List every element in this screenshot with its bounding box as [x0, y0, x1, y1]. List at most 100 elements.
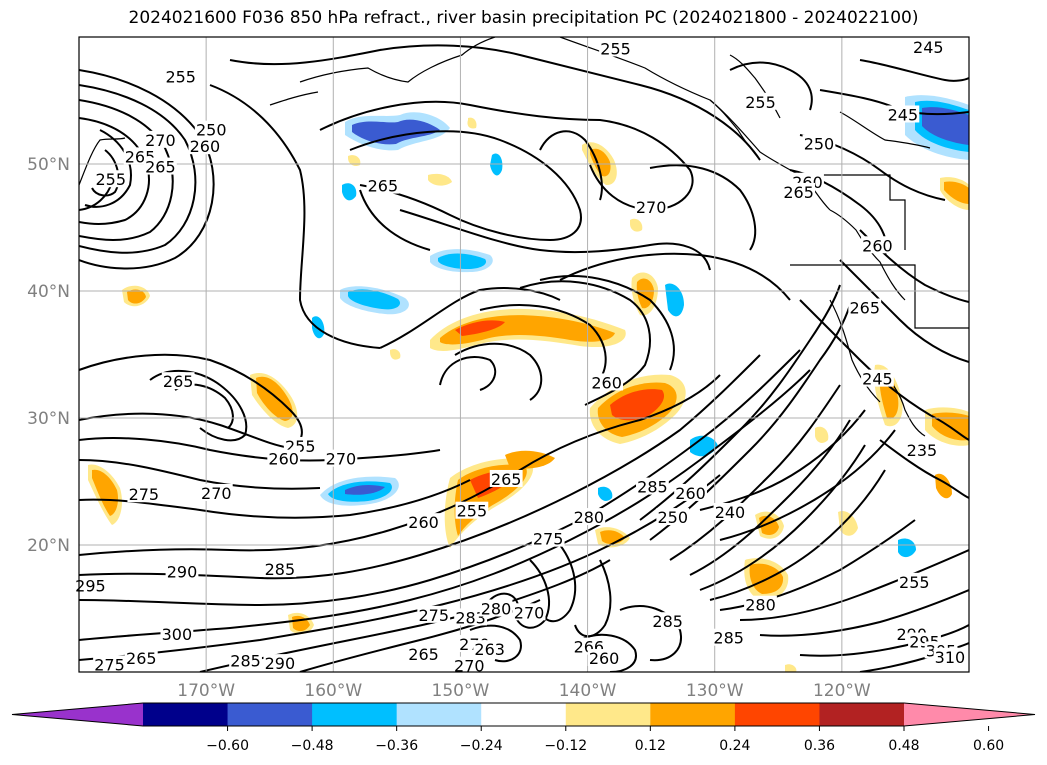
colorbar-segment: [734, 703, 820, 726]
contour-line: [559, 252, 791, 301]
contour-label: 255: [600, 39, 631, 58]
contour-label: 285: [637, 478, 668, 497]
contour-label: 290: [265, 654, 296, 673]
contour-label-bg: [861, 369, 894, 387]
contour-line: [399, 209, 711, 271]
colorbar-segment: [396, 703, 482, 726]
map-title: 2024021600 F036 850 hPa refract., river …: [128, 8, 919, 28]
contour-label: 285: [265, 560, 296, 579]
contour-label: 260: [862, 236, 893, 255]
contour-label: 270: [145, 131, 176, 150]
contour-line: [79, 474, 721, 661]
colorbar-tick-label: −0.24: [460, 738, 503, 754]
contour-label-bg: [263, 654, 297, 672]
precipitation-pc-fills: [88, 95, 969, 672]
contour-line: [79, 353, 303, 441]
contour-line: [759, 589, 969, 637]
fill-patch: [428, 173, 452, 186]
contour-label: 265: [145, 158, 176, 177]
contour-label: 265: [163, 372, 194, 391]
contour-line: [79, 437, 441, 462]
colorbar-tick-labels: −0.60 −0.48 −0.36 −0.24 −0.12 0.12 0.24 0.36 0.4…: [206, 726, 1004, 754]
contour-label-bg: [897, 572, 931, 590]
fill-patch: [348, 155, 361, 167]
colorbar-segment: [481, 703, 567, 726]
contour-label: 255: [96, 170, 127, 189]
contour-label: 260: [591, 373, 622, 392]
contour-label: 270: [636, 198, 667, 217]
coastline: [839, 111, 931, 149]
contour-label-bg: [454, 608, 487, 626]
coastlines: [79, 37, 969, 437]
contour-label-bg: [229, 651, 262, 669]
contour-label: 255: [165, 67, 196, 86]
contour-line: [79, 459, 321, 490]
contour-label: 240: [715, 503, 746, 522]
contour-line: [539, 544, 577, 623]
coastline: [269, 91, 319, 106]
contour-label: 255: [457, 502, 488, 521]
fill-patch: [785, 664, 797, 672]
contour-line: [349, 130, 582, 242]
contour-line: [79, 369, 811, 641]
contour-label-bg: [636, 477, 669, 495]
coastline: [79, 137, 126, 186]
colorbar-segment: [565, 703, 651, 726]
contour-label-bg: [651, 612, 685, 630]
contour-line: [229, 44, 761, 161]
contour-label: 290: [167, 563, 198, 582]
colorbar-segment: [312, 703, 398, 726]
contour-label: 265: [368, 177, 399, 196]
contour-label-bg: [744, 595, 777, 613]
longitude-label: 150°W: [432, 681, 490, 701]
contour-label-bg: [199, 483, 233, 501]
contour-line: [79, 374, 721, 556]
contour-label-bg: [366, 176, 400, 194]
contour-line: [209, 84, 381, 349]
contour-label: 285: [713, 629, 744, 648]
contour-line: [669, 384, 841, 561]
contour-line: [439, 356, 497, 391]
longitude-label: 170°W: [177, 681, 235, 701]
contour-line: [739, 549, 969, 621]
fill-patch: [598, 486, 613, 501]
contour-label-bg: [744, 92, 777, 110]
contour-label-bg: [634, 198, 668, 216]
contour-label: 265: [408, 645, 439, 664]
coastline: [299, 37, 496, 83]
colorbar-tick-label: 0.60: [973, 738, 1004, 754]
fill-patch: [455, 320, 505, 336]
contour-label: 270: [201, 484, 232, 503]
contour-label-bg: [531, 529, 565, 547]
latitude-label: 30°N: [27, 409, 70, 429]
contour-label: 260: [190, 137, 221, 156]
contour-line: [619, 605, 682, 662]
fill-patch: [690, 435, 718, 457]
contour-line: [79, 412, 291, 449]
fill-patch: [922, 107, 969, 145]
contour-label: 263: [474, 640, 505, 659]
fill-patch: [312, 316, 325, 339]
fill-patch: [256, 376, 293, 421]
contour-label-bg: [905, 440, 939, 458]
contour-label-bg: [590, 373, 624, 391]
colorbar-tick-label: 0.36: [804, 738, 835, 754]
contour-line: [79, 117, 150, 225]
contour-label-bg: [886, 105, 920, 123]
contour-line: [79, 99, 174, 241]
contour-line: [149, 369, 248, 442]
colorbar-extend-high: [904, 703, 1035, 726]
colorbar-segment: [143, 703, 229, 726]
contour-label: 250: [804, 135, 835, 154]
contour-label-bg: [263, 560, 297, 578]
colorbar-tick-label: −0.36: [375, 738, 418, 754]
contour-label: 260: [589, 649, 620, 668]
contour-label: 283: [455, 608, 486, 627]
contour-line: [879, 439, 969, 499]
contour-line: [699, 444, 866, 591]
contour-label-bg: [479, 599, 513, 617]
contour-line: [79, 84, 197, 254]
fill-patch: [352, 119, 440, 145]
contour-label: 280: [745, 596, 776, 615]
